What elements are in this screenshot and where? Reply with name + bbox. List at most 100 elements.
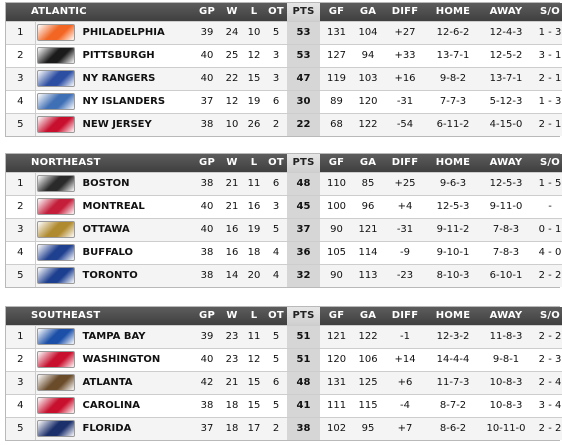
team-name[interactable]: FLORIDA [82, 423, 132, 435]
team-cell[interactable]: OTTAWA [35, 217, 193, 241]
table-row: 3 OTTAWA 40 16 19 5 37 90 121 -31 9-11-2 7-8-3 0 - 1 [6, 217, 562, 241]
team-cell[interactable]: ATLANTA [35, 370, 194, 394]
column-header-gp[interactable]: GP [193, 307, 222, 325]
stat-diff: -23 [383, 263, 427, 287]
column-header-pts[interactable]: PTS [287, 3, 320, 21]
team-name[interactable]: PITTSBURGH [82, 50, 155, 61]
stat-ot: 3 [265, 66, 287, 90]
column-header-l[interactable]: L [243, 307, 266, 325]
team-cell[interactable]: FLORIDA [35, 416, 194, 440]
stat-gf: 120 [320, 347, 354, 371]
column-header-gf[interactable]: GF [320, 154, 353, 172]
stat-gf: 127 [320, 43, 353, 67]
stat-l: 12 [243, 347, 266, 371]
stat-ot: 5 [265, 393, 288, 417]
column-header-l[interactable]: L [243, 154, 265, 172]
stat-diff: -54 [383, 112, 427, 136]
column-header-diff[interactable]: DIFF [383, 307, 428, 325]
stat-pts: 36 [287, 240, 320, 264]
column-header-gp[interactable]: GP [193, 3, 221, 21]
rank: 5 [6, 263, 36, 287]
stat-home: 8-10-3 [427, 263, 479, 287]
team-cell[interactable]: MONTREAL [35, 194, 193, 218]
team-cell[interactable]: BUFFALO [35, 240, 193, 264]
column-header-gp[interactable]: GP [193, 154, 221, 172]
stat-ga: 122 [353, 324, 384, 348]
column-header-ga[interactable]: GA [353, 3, 383, 21]
stat-w: 14 [221, 263, 243, 287]
team-name[interactable]: TORONTO [82, 270, 138, 282]
column-header-ga[interactable]: GA [353, 154, 383, 172]
team-name[interactable]: NEW JERSEY [82, 119, 152, 131]
bruins-logo-icon [36, 175, 75, 192]
stat-ot: 3 [265, 43, 287, 67]
column-header-w[interactable]: W [221, 154, 243, 172]
stat-l: 20 [243, 263, 265, 287]
column-header-gf[interactable]: GF [320, 307, 354, 325]
team-name[interactable]: NY RANGERS [82, 73, 156, 84]
team-cell[interactable]: TAMPA BAY [35, 324, 194, 348]
stat-ot: 2 [265, 416, 288, 440]
stat-home: 9-6-3 [427, 171, 479, 195]
column-header-diff[interactable]: DIFF [383, 154, 427, 172]
team-cell[interactable]: PITTSBURGH [35, 43, 193, 67]
division-southeast: SOUTHEAST GP W L OT PTS GF GA DIFF HOME AWAY S/O 1 TA… [5, 306, 562, 441]
column-header-ga[interactable]: GA [353, 307, 384, 325]
stat-ga: 85 [353, 171, 383, 195]
team-name[interactable]: ATLANTA [82, 377, 133, 388]
stat-gp: 40 [193, 66, 221, 90]
team-name[interactable]: MONTREAL [82, 201, 145, 212]
column-header-gf[interactable]: GF [320, 3, 353, 21]
division-atlantic: ATLANTIC GP W L OT PTS GF GA DIFF HOME AWAY S/O 1 PHI… [5, 2, 562, 137]
team-cell[interactable]: NEW JERSEY [35, 112, 193, 136]
column-header-ot[interactable]: OT [265, 3, 287, 21]
column-header-home[interactable]: HOME [427, 154, 479, 172]
column-header-so[interactable]: S/O [533, 307, 562, 325]
team-cell[interactable]: PHILADELPHIA [35, 20, 193, 44]
team-cell[interactable]: NY ISLANDERS [35, 89, 193, 113]
team-name[interactable]: PHILADELPHIA [82, 27, 165, 38]
team-cell[interactable]: BOSTON [35, 171, 193, 195]
team-cell[interactable]: WASHINGTON [35, 347, 194, 371]
team-name[interactable]: OTTAWA [82, 224, 130, 235]
column-header-home[interactable]: HOME [427, 3, 479, 21]
stat-away: 12-4-3 [479, 20, 533, 44]
stat-ot: 6 [265, 370, 288, 394]
column-header-w[interactable]: W [221, 307, 244, 325]
column-header-away[interactable]: AWAY [479, 154, 533, 172]
standings-table: NORTHEAST GP W L OT PTS GF GA DIFF HOME AWAY S/O 1 BO… [6, 154, 562, 287]
column-header-l[interactable]: L [243, 3, 265, 21]
canadiens-logo-icon [36, 198, 75, 215]
stat-away: 10-8-3 [479, 393, 534, 417]
team-name[interactable]: BUFFALO [82, 247, 134, 258]
column-header-ot[interactable]: OT [265, 154, 287, 172]
column-header-pts[interactable]: PTS [287, 307, 321, 325]
rank: 5 [6, 112, 36, 136]
column-header-w[interactable]: W [221, 3, 243, 21]
team-name[interactable]: NY ISLANDERS [82, 96, 166, 107]
column-header-away[interactable]: AWAY [479, 307, 534, 325]
column-header-diff[interactable]: DIFF [383, 3, 427, 21]
column-header-so[interactable]: S/O [533, 3, 562, 21]
column-header-home[interactable]: HOME [427, 307, 480, 325]
header-row: ATLANTIC GP W L OT PTS GF GA DIFF HOME AWAY S/O [6, 3, 562, 21]
stat-so: 1 - 3 [533, 89, 562, 113]
team-name[interactable]: WASHINGTON [82, 354, 161, 365]
column-header-pts[interactable]: PTS [287, 154, 320, 172]
stat-diff: +14 [383, 347, 428, 371]
team-name[interactable]: CAROLINA [82, 400, 140, 411]
stat-gf: 100 [320, 194, 353, 218]
team-name[interactable]: TAMPA BAY [82, 331, 146, 342]
stat-diff: -9 [383, 240, 427, 264]
team-cell[interactable]: TORONTO [35, 263, 193, 287]
team-cell[interactable]: NY RANGERS [35, 66, 193, 90]
table-row: 5 FLORIDA 37 18 17 2 38 102 95 +7 8-6-2 10-11-0 2 - … [6, 416, 562, 440]
column-header-away[interactable]: AWAY [479, 3, 533, 21]
stat-pts: 48 [287, 171, 320, 195]
team-cell[interactable]: CAROLINA [35, 393, 194, 417]
stat-diff: -31 [383, 89, 427, 113]
column-header-ot[interactable]: OT [265, 307, 288, 325]
stat-w: 18 [221, 393, 244, 417]
column-header-so[interactable]: S/O [533, 154, 562, 172]
team-name[interactable]: BOSTON [82, 178, 130, 189]
